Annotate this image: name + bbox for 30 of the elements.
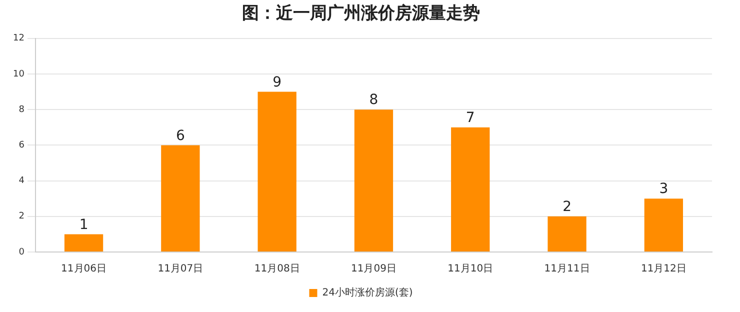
data-label: 3: [659, 181, 668, 198]
x-tick-label: 11月08日: [254, 264, 300, 275]
bar: [354, 110, 394, 252]
y-tick-label: 6: [18, 140, 25, 151]
bar: [451, 127, 490, 252]
bar: [548, 216, 586, 252]
x-tick-label: 11月09日: [351, 264, 396, 275]
y-tick-label: 0: [18, 247, 25, 258]
bar: [644, 198, 684, 252]
bar: [161, 145, 200, 252]
x-tick-label: 11月12日: [640, 264, 686, 275]
x-tick-label: 11月10日: [448, 264, 494, 275]
bar: [64, 234, 104, 252]
data-label: 7: [466, 110, 475, 126]
y-tick-label: 2: [18, 212, 24, 222]
data-label: 9: [272, 74, 282, 90]
data-label: 8: [369, 92, 378, 108]
legend-label: 24小时涨价房源(套): [322, 286, 413, 299]
y-tick-label: 12: [13, 34, 24, 44]
x-tick-label: 11月07日: [158, 264, 204, 275]
data-label: 1: [79, 216, 88, 233]
x-tick-label: 11月06日: [61, 264, 107, 275]
y-tick-label: 8: [18, 104, 25, 115]
y-tick-label: 10: [13, 69, 25, 80]
x-tick-label: 11月11日: [544, 264, 590, 275]
bar: [258, 92, 296, 252]
data-label: 6: [176, 128, 185, 144]
y-tick-label: 4: [18, 176, 25, 186]
data-label: 2: [562, 199, 572, 216]
chart-title: 图：近一周广州涨价房源量走势: [242, 4, 480, 24]
